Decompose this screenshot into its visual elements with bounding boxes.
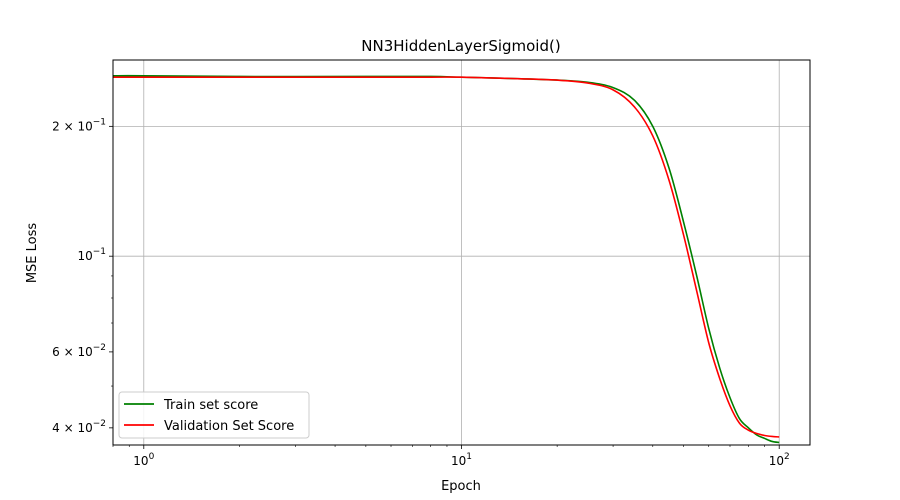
y-tick-label: 10−1 <box>77 247 106 263</box>
legend: Train set score Validation Set Score <box>118 391 310 439</box>
plot-frame <box>112 59 811 446</box>
series-line-validation <box>113 76 780 438</box>
x-axis-label: Epoch <box>441 479 481 494</box>
grid <box>113 60 810 445</box>
data-lines <box>112 74 780 444</box>
y-tick-label: 2 × 10−1 <box>52 117 106 133</box>
legend-items: Train set score Validation Set Score <box>124 398 294 434</box>
legend-label-validation: Validation Set Score <box>164 419 294 434</box>
x-tick-label: 101 <box>451 452 472 468</box>
y-tick-label: 6 × 10−2 <box>52 343 106 359</box>
chart-title: NN3HiddenLayerSigmoid() <box>361 37 560 55</box>
x-tick-label: 102 <box>769 452 790 468</box>
legend-label-train: Train set score <box>163 398 258 413</box>
major-ticks <box>109 125 780 449</box>
x-tick-label: 100 <box>133 452 154 468</box>
legend-box <box>118 391 310 439</box>
y-tick-label: 4 × 10−2 <box>52 419 106 435</box>
y-axis-label: MSE Loss <box>25 223 40 284</box>
